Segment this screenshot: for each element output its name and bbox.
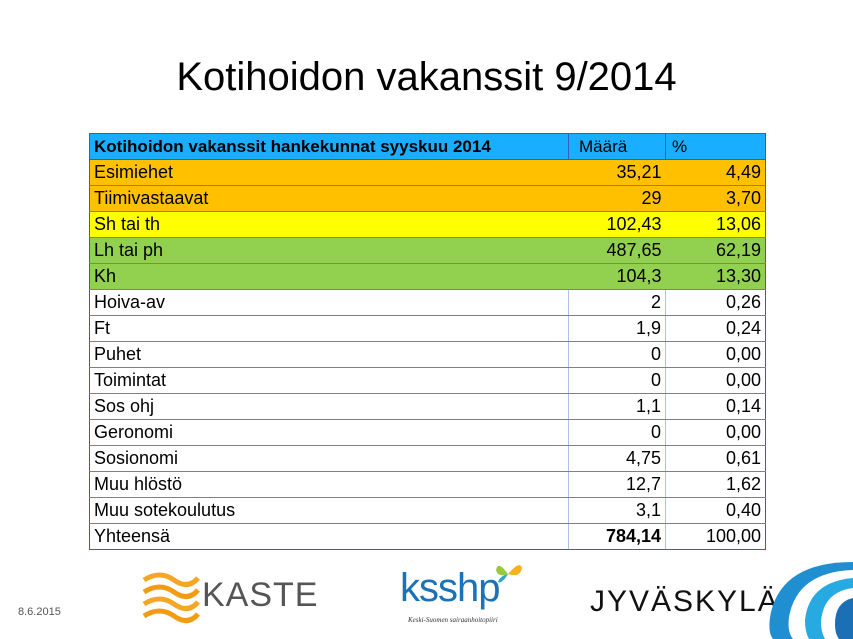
- row-count: 487,65: [568, 237, 666, 264]
- table-row: Sh tai th 102,43 13,06: [89, 211, 766, 238]
- row-label: Kh: [89, 263, 569, 290]
- row-label: Muu hlöstö: [89, 471, 569, 498]
- row-count: 1,1: [568, 393, 666, 420]
- row-count: 0: [568, 419, 666, 446]
- row-percent: 0,00: [665, 419, 766, 446]
- ksshp-logo-text: ksshp: [400, 566, 500, 610]
- row-count: 3,1: [568, 497, 666, 524]
- header-count: Määrä: [568, 133, 666, 160]
- row-count: 0: [568, 341, 666, 368]
- row-percent: 0,40: [665, 497, 766, 524]
- table-row: Puhet 0 0,00: [89, 341, 766, 368]
- table-row: Hoiva-av 2 0,26: [89, 289, 766, 316]
- slide-title: Kotihoidon vakanssit 9/2014: [176, 55, 677, 99]
- row-percent: 13,06: [665, 211, 766, 238]
- row-percent: 62,19: [665, 237, 766, 264]
- row-label: Esimiehet: [89, 159, 569, 186]
- row-count: 102,43: [568, 211, 666, 238]
- row-label: Ft: [89, 315, 569, 342]
- slide-date: 8.6.2015: [18, 606, 61, 618]
- table-row: Geronomi 0 0,00: [89, 419, 766, 446]
- row-label: Muu sotekoulutus: [89, 497, 569, 524]
- vacancy-table-body: Kotihoidon vakanssit hankekunnat syyskuu…: [89, 133, 766, 550]
- table-row: Kh 104,3 13,30: [89, 263, 766, 290]
- table-row: Sosionomi 4,75 0,61: [89, 445, 766, 472]
- row-label: Geronomi: [89, 419, 569, 446]
- butterfly-icon: [496, 565, 522, 583]
- kaste-wave-icon: [142, 572, 200, 623]
- total-count: 784,14: [568, 523, 666, 550]
- table-row: Toimintat 0 0,00: [89, 367, 766, 394]
- total-label: Yhteensä: [89, 523, 569, 550]
- row-percent: 0,24: [665, 315, 766, 342]
- row-count: 2: [568, 289, 666, 316]
- row-count: 4,75: [568, 445, 666, 472]
- header-label: Kotihoidon vakanssit hankekunnat syyskuu…: [89, 133, 569, 160]
- table-row: Esimiehet 35,21 4,49: [89, 159, 766, 186]
- row-percent: 0,00: [665, 367, 766, 394]
- blue-swirl-graphic: [769, 562, 853, 639]
- ksshp-logo-subtitle: Keski-Suomen sairaanhoitopiiri: [408, 616, 498, 624]
- vacancy-table: Kotihoidon vakanssit hankekunnat syyskuu…: [89, 133, 766, 550]
- row-count: 35,21: [568, 159, 666, 186]
- table-row: Lh tai ph 487,65 62,19: [89, 237, 766, 264]
- row-count: 1,9: [568, 315, 666, 342]
- row-label: Tiimivastaavat: [89, 185, 569, 212]
- row-label: Sosionomi: [89, 445, 569, 472]
- row-percent: 4,49: [665, 159, 766, 186]
- row-count: 12,7: [568, 471, 666, 498]
- table-header-row: Kotihoidon vakanssit hankekunnat syyskuu…: [89, 133, 766, 160]
- row-count: 0: [568, 367, 666, 394]
- row-percent: 0,26: [665, 289, 766, 316]
- header-percent: %: [665, 133, 766, 160]
- row-label: Lh tai ph: [89, 237, 569, 264]
- table-row: Muu hlöstö 12,7 1,62: [89, 471, 766, 498]
- row-label: Puhet: [89, 341, 569, 368]
- row-percent: 0,61: [665, 445, 766, 472]
- row-percent: 0,14: [665, 393, 766, 420]
- row-count: 29: [568, 185, 666, 212]
- ksshp-logo: ksshp Keski-Suomen sairaanhoitopiiri: [394, 560, 534, 635]
- row-percent: 1,62: [665, 471, 766, 498]
- kaste-logo-text: KASTE: [202, 576, 319, 614]
- row-label: Hoiva-av: [89, 289, 569, 316]
- jyvaskyla-logo: JYVÄSKYLÄ: [590, 585, 780, 618]
- table-row: Muu sotekoulutus 3,1 0,40: [89, 497, 766, 524]
- row-count: 104,3: [568, 263, 666, 290]
- table-row: Sos ohj 1,1 0,14: [89, 393, 766, 420]
- total-percent: 100,00: [665, 523, 766, 550]
- row-percent: 0,00: [665, 341, 766, 368]
- row-percent: 3,70: [665, 185, 766, 212]
- kaste-logo: KASTE: [140, 566, 317, 626]
- table-row: Tiimivastaavat 29 3,70: [89, 185, 766, 212]
- row-percent: 13,30: [665, 263, 766, 290]
- row-label: Sh tai th: [89, 211, 569, 238]
- row-label: Toimintat: [89, 367, 569, 394]
- table-row: Ft 1,9 0,24: [89, 315, 766, 342]
- row-label: Sos ohj: [89, 393, 569, 420]
- table-total-row: Yhteensä 784,14 100,00: [89, 523, 766, 550]
